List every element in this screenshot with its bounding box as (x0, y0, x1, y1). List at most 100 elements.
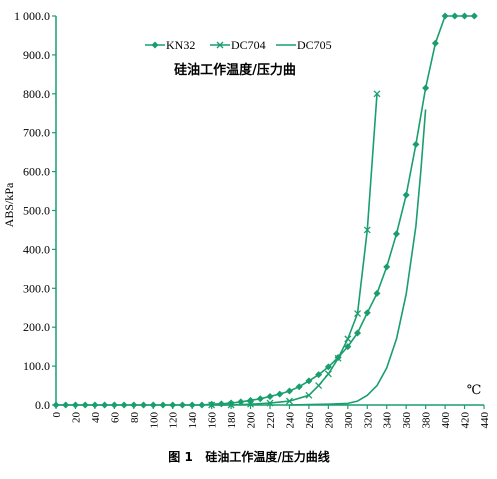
y-tick-label: 400.0 (23, 242, 50, 256)
kn32-point (91, 401, 99, 409)
kn32-point (247, 396, 255, 404)
kn32-point (101, 401, 109, 409)
legend-kn32-point (151, 41, 159, 49)
x-tick-label: 200 (246, 412, 258, 429)
kn32-point (324, 363, 332, 371)
dc704-point (373, 90, 381, 98)
legend-item-dc704: DC704 (210, 38, 266, 52)
kn32-point (363, 309, 371, 317)
x-marker-stroke (216, 41, 224, 49)
dc704-point (227, 401, 235, 409)
y-tick-label: 700.0 (23, 126, 50, 140)
y-tick-label: 200.0 (23, 320, 50, 334)
x-tick-label: 40 (90, 412, 102, 424)
kn32-point (383, 263, 391, 271)
x-axis-unit: ℃ (467, 382, 482, 397)
dc704-point (363, 226, 371, 234)
x-tick-label: 380 (421, 412, 433, 429)
x-tick-label: 220 (265, 412, 277, 429)
x-tick-label: 280 (323, 412, 335, 429)
kn32-point (431, 39, 439, 47)
x-marker-stroke (344, 335, 352, 343)
kn32-point (373, 289, 381, 297)
dc704-point (285, 397, 293, 405)
kn32-point (110, 401, 118, 409)
legend-label: DC704 (231, 38, 266, 52)
y-tick-label: 300.0 (23, 281, 50, 295)
y-tick-label: 600.0 (23, 165, 50, 179)
kn32-point (402, 191, 410, 199)
x-marker-stroke (334, 354, 342, 362)
x-tick-label: 120 (168, 412, 180, 429)
x-tick-label: 180 (226, 412, 238, 429)
x-tick-label: 300 (343, 412, 355, 429)
x-tick-label: 240 (284, 412, 296, 429)
x-tick-label: 140 (187, 412, 199, 429)
dc704-point (247, 400, 255, 408)
kn32-point (285, 387, 293, 395)
dc704-point (266, 399, 274, 407)
x-marker-stroke (363, 226, 371, 234)
x-tick-label: 440 (479, 412, 491, 429)
x-marker-stroke (247, 400, 255, 408)
y-tick-label: 0.0 (35, 398, 50, 412)
x-tick-label: 100 (148, 412, 160, 429)
legend-item-kn32: KN32 (145, 38, 195, 52)
x-marker-stroke (315, 382, 323, 390)
x-tick-label: 360 (401, 412, 413, 429)
kn32-point (130, 401, 138, 409)
kn32-point (256, 395, 264, 403)
dc704-point (344, 335, 352, 343)
tick-labels: 0.0 100.0 200.0 300.0 400.0 500.0 600.0 700.0 80… (14, 9, 491, 429)
kn32-point (295, 383, 303, 391)
kn32-point (354, 329, 362, 337)
x-tick-label: 20 (70, 412, 82, 424)
y-tick-label: 900.0 (23, 48, 50, 62)
series-line-dc704 (211, 93, 378, 406)
dc704-point (334, 354, 342, 362)
kn32-point (169, 401, 177, 409)
y-axis-label: ABS/kPa (2, 182, 16, 227)
dc704-point (305, 391, 313, 399)
x-tick-label: 340 (382, 412, 394, 429)
kn32-point (198, 401, 206, 409)
kn32-point (412, 140, 420, 148)
x-tick-label: 420 (460, 412, 472, 429)
x-marker-stroke (305, 391, 313, 399)
kn32-point (159, 401, 167, 409)
kn32-point (62, 401, 70, 409)
x-marker-stroke (285, 397, 293, 405)
kn32-point (217, 400, 225, 408)
x-marker-stroke (324, 370, 332, 378)
y-tick-label: 1 000.0 (14, 9, 50, 23)
x-marker-stroke (373, 90, 381, 98)
series-line-dc705 (289, 109, 427, 406)
kn32-point (237, 398, 245, 406)
kn32-point (81, 401, 89, 409)
legend-dc704-point (216, 41, 224, 49)
x-tick-label: 80 (129, 412, 141, 424)
kn32-point (305, 377, 313, 385)
dc704-point (208, 401, 216, 409)
kn32-point (422, 84, 430, 92)
y-tick-label: 100.0 (23, 359, 50, 373)
series-dc704 (208, 90, 381, 409)
legend: KN32 DC704 DC705 (145, 38, 332, 52)
x-marker-stroke (354, 310, 362, 318)
kn32-point (344, 343, 352, 351)
x-tick-label: 400 (440, 412, 452, 429)
figure-caption: 图 1 硅油工作温度/压力曲线 (168, 449, 329, 464)
kn32-point (392, 230, 400, 238)
dc704-point (315, 382, 323, 390)
kn32-point (71, 401, 79, 409)
legend-item-dc705: DC705 (276, 38, 332, 52)
x-tick-label: 0 (51, 412, 63, 418)
y-tick-label: 500.0 (23, 204, 50, 218)
dc704-point (354, 310, 362, 318)
kn32-point (188, 401, 196, 409)
x-marker-stroke (208, 401, 216, 409)
kn32-point (52, 401, 60, 409)
kn32-point (315, 371, 323, 379)
